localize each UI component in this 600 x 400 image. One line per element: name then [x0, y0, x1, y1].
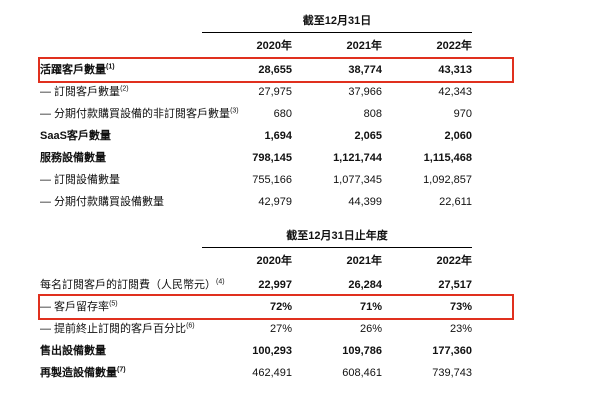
cell-value: 42,343	[438, 86, 472, 98]
period-header: 截至12月31日	[202, 14, 472, 33]
year-header: 2022年	[436, 255, 472, 267]
cell-value: 27%	[269, 323, 292, 335]
table-row: — 客戶留存率(5) 72% 71% 73%	[38, 294, 514, 320]
row-label: — 分期付款購買設備數量	[40, 196, 165, 208]
year-header-row: 2020年 2021年 2022年	[40, 249, 512, 274]
row-label: 服務設備數量	[40, 152, 106, 164]
table-row: 活躍客戶數量(1) 28,655 38,774 43,313	[38, 57, 514, 83]
year-header: 2020年	[256, 255, 292, 267]
row-label: SaaS客戶數量	[40, 130, 111, 142]
table-row: — 訂閱設備數量 755,166 1,077,345 1,092,857	[40, 169, 512, 191]
year-header: 2020年	[256, 40, 292, 52]
cell-value: 27,975	[258, 86, 292, 98]
customer-metrics-table: 截至12月31日 2020年 2021年 2022年 活躍客戶數量(1) 28,655…	[38, 14, 514, 213]
cell-value: 42,979	[258, 196, 292, 208]
table-row: — 提前終止訂閱的客戶百分比(6) 27% 26% 23%	[40, 318, 512, 340]
row-label: — 提前終止訂閱的客戶百分比(6)	[40, 322, 195, 335]
cell-value: 970	[453, 108, 472, 120]
cell-value: 22,997	[258, 279, 292, 291]
cell-value: 1,121,744	[333, 152, 382, 164]
row-label: 售出設備數量	[40, 345, 106, 357]
table-row: SaaS客戶數量 1,694 2,065 2,060	[40, 125, 512, 147]
cell-value: 26,284	[348, 279, 382, 291]
period-header: 截至12月31日止年度	[202, 229, 472, 248]
row-label: — 訂閱設備數量	[40, 174, 121, 186]
footnote-ref: (4)	[216, 278, 225, 286]
cell-value: 798,145	[252, 152, 292, 164]
cell-value: 23%	[449, 323, 472, 335]
cell-value: 27,517	[438, 279, 472, 291]
cell-value: 2,060	[444, 130, 472, 142]
row-label: 每名訂閱客戶的訂閱費（人民幣元）(4)	[40, 278, 225, 291]
row-label: — 訂閱客戶數量(2)	[40, 85, 129, 98]
cell-value: 1,077,345	[333, 174, 382, 186]
cell-value: 43,313	[438, 64, 472, 76]
year-header-row: 2020年 2021年 2022年	[40, 34, 512, 59]
year-header: 2021年	[346, 255, 382, 267]
footnote-ref: (5)	[109, 300, 118, 308]
cell-value: 44,399	[348, 196, 382, 208]
cell-value: 37,966	[348, 86, 382, 98]
table-body: 活躍客戶數量(1) 28,655 38,774 43,313 — 訂閱客戶數量(2) 27…	[38, 57, 514, 213]
footnote-ref: (3)	[230, 107, 239, 115]
cell-value: 73%	[449, 301, 472, 313]
table-row: 每名訂閱客戶的訂閱費（人民幣元）(4) 22,997 26,284 27,517	[40, 274, 512, 296]
table-row: 再製造設備數量(7) 462,491 608,461 739,743	[40, 362, 512, 384]
table-row: — 訂閱客戶數量(2) 27,975 37,966 42,343	[40, 81, 512, 103]
cell-value: 71%	[359, 301, 382, 313]
cell-value: 680	[273, 108, 292, 120]
table-row: 售出設備數量 100,293 109,786 177,360	[40, 340, 512, 362]
cell-value: 26%	[359, 323, 382, 335]
table-row: — 分期付款購買設備的非訂閱客戶數量(3) 680 808 970	[40, 103, 512, 125]
cell-value: 462,491	[252, 367, 292, 379]
year-header: 2022年	[436, 40, 472, 52]
cell-value: 739,743	[432, 367, 472, 379]
cell-value: 1,092,857	[423, 174, 472, 186]
cell-value: 22,611	[439, 196, 472, 208]
subscription-metrics-table: 截至12月31日止年度 2020年 2021年 2022年 每名訂閱客戶的訂閱費（人…	[38, 229, 514, 384]
cell-value: 2,065	[354, 130, 382, 142]
cell-value: 608,461	[342, 367, 382, 379]
period-header-row: 截至12月31日止年度	[40, 229, 512, 249]
row-label: — 分期付款購買設備的非訂閱客戶數量(3)	[40, 107, 239, 120]
cell-value: 100,293	[252, 345, 292, 357]
cell-value: 72%	[269, 301, 292, 313]
table-body: 每名訂閱客戶的訂閱費（人民幣元）(4) 22,997 26,284 27,517 — 客…	[38, 274, 514, 384]
footnote-ref: (6)	[186, 322, 195, 330]
row-label: — 客戶留存率(5)	[40, 300, 118, 313]
table-row: — 分期付款購買設備數量 42,979 44,399 22,611	[40, 191, 512, 213]
period-header-row: 截至12月31日	[40, 14, 512, 34]
cell-value: 177,360	[432, 345, 472, 357]
year-header: 2021年	[346, 40, 382, 52]
cell-value: 755,166	[252, 174, 292, 186]
footnote-ref: (7)	[117, 366, 126, 374]
cell-value: 38,774	[348, 64, 382, 76]
footnote-ref: (2)	[120, 85, 129, 93]
cell-value: 109,786	[342, 345, 382, 357]
row-label: 再製造設備數量(7)	[40, 366, 126, 379]
row-label: 活躍客戶數量(1)	[40, 63, 115, 76]
cell-value: 1,694	[264, 130, 292, 142]
table-row: 服務設備數量 798,145 1,121,744 1,115,468	[40, 147, 512, 169]
cell-value: 1,115,468	[423, 152, 472, 164]
footnote-ref: (1)	[106, 63, 115, 71]
cell-value: 28,655	[258, 64, 292, 76]
cell-value: 808	[363, 108, 382, 120]
